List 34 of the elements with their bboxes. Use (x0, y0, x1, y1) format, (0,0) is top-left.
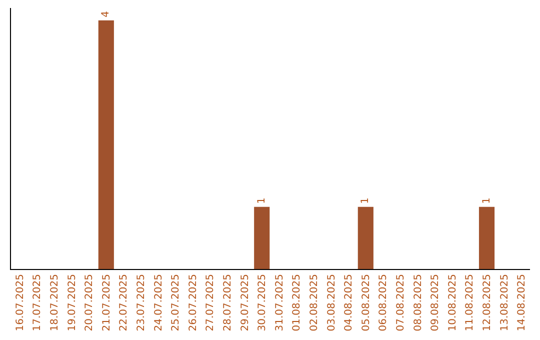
x-tick-label: 03.08.2025 (326, 274, 338, 332)
x-tick-label: 24.07.2025 (153, 274, 164, 332)
x-tick-label: 14.08.2025 (516, 274, 528, 332)
x-tick-label: 28.07.2025 (222, 274, 234, 332)
data-label: 4 (100, 11, 112, 18)
x-tick-label: 01.08.2025 (292, 274, 303, 332)
x-tick-label: 23.07.2025 (136, 274, 147, 332)
x-tick-label: 20.07.2025 (84, 274, 96, 332)
x-tick-label: 30.07.2025 (257, 274, 268, 332)
x-tick-label: 21.07.2025 (101, 274, 112, 332)
x-tick-label: 18.07.2025 (50, 274, 60, 332)
data-label: 1 (481, 197, 492, 204)
x-tick-label: 04.08.2025 (344, 274, 355, 332)
x-tick-label: 12.08.2025 (482, 274, 493, 332)
x-tick-label: 06.08.2025 (378, 274, 390, 332)
x-tick-label: 08.08.2025 (412, 274, 424, 332)
x-tick-label: 22.07.2025 (118, 274, 130, 332)
data-label: 1 (256, 197, 268, 204)
data-label: 1 (360, 197, 372, 204)
x-tick-label: 27.07.2025 (205, 274, 216, 332)
x-tick-label: 26.07.2025 (188, 274, 199, 332)
x-tick-label: 13.08.2025 (499, 274, 510, 332)
x-tick-label: 02.08.2025 (309, 274, 320, 332)
x-tick-label: 25.07.2025 (170, 274, 182, 332)
x-tick-label: 11.08.2025 (464, 274, 476, 332)
x-tick-label: 16.07.2025 (14, 274, 26, 332)
x-tick-label: 07.08.2025 (396, 274, 406, 332)
x-tick-label: 10.08.2025 (447, 274, 458, 332)
x-tick-label: 31.07.2025 (274, 274, 286, 332)
x-tick-label: 09.08.2025 (430, 274, 442, 332)
x-tick-label: 05.08.2025 (360, 274, 372, 332)
x-tick-label: 19.07.2025 (66, 274, 78, 332)
x-tick-label: 17.07.2025 (32, 274, 44, 332)
x-tick-label: 29.07.2025 (240, 274, 251, 332)
